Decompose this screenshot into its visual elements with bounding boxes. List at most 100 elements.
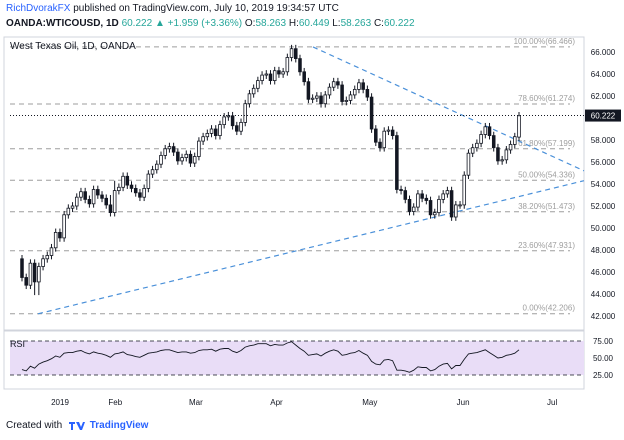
candle-up bbox=[66, 207, 71, 216]
candle-down bbox=[395, 135, 399, 190]
candle-up bbox=[91, 189, 96, 205]
candle-up bbox=[352, 89, 357, 96]
price-tick-9: 48.000 bbox=[591, 246, 616, 255]
candle-up bbox=[382, 130, 386, 149]
candle-down bbox=[319, 95, 323, 105]
chart-title: West Texas Oil, 1D, OANDA bbox=[10, 41, 136, 52]
candle-down bbox=[87, 198, 92, 205]
candle-up bbox=[45, 255, 50, 260]
candle-down bbox=[361, 82, 365, 90]
candle-up bbox=[470, 147, 475, 154]
price-chart[interactable]: 100.00%(66.466) 78.60%(61.274) 61.80%(57.1… bbox=[0, 34, 624, 420]
tradingview-brand[interactable]: TradingView bbox=[89, 420, 149, 431]
candle-down bbox=[268, 73, 273, 81]
author-link[interactable]: RichDvorakFX bbox=[6, 3, 71, 14]
price-pane-border bbox=[3, 36, 585, 331]
candle-down bbox=[125, 175, 130, 186]
close-value: 60.222 bbox=[383, 18, 415, 29]
candle-down bbox=[58, 231, 62, 239]
candle-down bbox=[428, 200, 433, 216]
candle-up bbox=[247, 93, 252, 105]
open-label: O: bbox=[244, 18, 256, 29]
candle-up bbox=[53, 231, 58, 249]
candle-up bbox=[331, 81, 336, 88]
time-tick-1: Feb bbox=[108, 398, 122, 407]
footer: Created with TradingView bbox=[6, 420, 148, 438]
price-change: +1.959 (+3.36%) bbox=[167, 18, 243, 29]
fib-label-4: 38.20%(51.473) bbox=[518, 202, 575, 211]
fib-label-5: 23.60%(47.931) bbox=[518, 241, 575, 250]
resistance-trendline bbox=[312, 46, 585, 172]
candle-down bbox=[176, 151, 180, 162]
candle-down bbox=[32, 262, 37, 283]
current-price-label: 60.222 bbox=[591, 112, 616, 121]
candle-up bbox=[163, 148, 167, 156]
rsi-band bbox=[10, 341, 584, 375]
last-price: 60.222 bbox=[121, 18, 153, 29]
price-tick-7: 52.000 bbox=[591, 202, 616, 211]
candle-up bbox=[272, 70, 277, 81]
candle-up bbox=[74, 196, 79, 207]
candle-up bbox=[260, 74, 264, 81]
candle-up bbox=[150, 169, 155, 175]
high-label: H: bbox=[288, 18, 299, 29]
candle-down bbox=[230, 115, 235, 127]
candle-down bbox=[171, 146, 176, 153]
created-with-label: Created with bbox=[6, 420, 63, 431]
close-label: C: bbox=[373, 18, 384, 29]
rsi-label: RSI bbox=[10, 339, 25, 349]
candle-down bbox=[403, 190, 408, 200]
candle-up bbox=[323, 94, 328, 105]
candle-up bbox=[458, 204, 462, 207]
candle-down bbox=[24, 277, 28, 286]
up-arrow-icon: ▲ bbox=[154, 18, 165, 29]
candle-up bbox=[386, 129, 391, 132]
time-tick-6: Jul bbox=[547, 398, 557, 407]
candle-up bbox=[513, 136, 517, 145]
candle-up bbox=[155, 163, 159, 171]
candle-up bbox=[479, 134, 483, 144]
price-tick-11: 44.000 bbox=[591, 290, 616, 299]
candle-up bbox=[454, 204, 458, 218]
price-tick-0: 66.000 bbox=[591, 48, 616, 57]
high-value: 60.449 bbox=[298, 18, 330, 29]
candle-up bbox=[243, 103, 247, 123]
candle-down bbox=[138, 192, 142, 198]
candle-up bbox=[79, 191, 83, 198]
candle-down bbox=[399, 189, 403, 192]
fib-label-3: 50.00%(54.336) bbox=[518, 170, 575, 179]
candle-down bbox=[188, 153, 193, 164]
time-tick-0: 2019 bbox=[51, 398, 69, 407]
candle-up bbox=[475, 142, 479, 149]
candle-down bbox=[133, 187, 138, 194]
candle-up bbox=[289, 48, 294, 58]
candle-up bbox=[281, 71, 285, 75]
candle-down bbox=[378, 141, 382, 149]
candle-down bbox=[306, 81, 311, 100]
fib-label-6: 0.00%(42.206) bbox=[523, 304, 576, 313]
candle-down bbox=[235, 125, 239, 132]
candle-down bbox=[491, 135, 496, 149]
candle-up bbox=[357, 82, 361, 90]
candle-down bbox=[108, 204, 113, 213]
candle-down bbox=[374, 128, 378, 143]
candle-up bbox=[344, 100, 349, 102]
candle-down bbox=[340, 84, 344, 102]
candle-up bbox=[310, 97, 315, 100]
current-price-tag bbox=[585, 109, 621, 122]
candle-down bbox=[302, 71, 306, 83]
symbol-label: OANDA:WTICOUSD, 1D bbox=[6, 18, 119, 29]
open-value: 58.263 bbox=[255, 18, 287, 29]
chart-area[interactable]: 100.00%(66.466) 78.60%(61.274) 61.80%(57.1… bbox=[0, 34, 624, 420]
candle-down bbox=[277, 70, 281, 75]
candle-up bbox=[327, 86, 332, 96]
candle-down bbox=[20, 258, 24, 278]
candle-up bbox=[197, 140, 201, 157]
candle-down bbox=[390, 129, 395, 137]
candle-up bbox=[466, 152, 471, 176]
candle-down bbox=[129, 184, 134, 189]
candle-down bbox=[496, 147, 500, 162]
candle-up bbox=[201, 136, 205, 142]
candle-up bbox=[205, 132, 210, 138]
candle-up bbox=[41, 258, 45, 267]
